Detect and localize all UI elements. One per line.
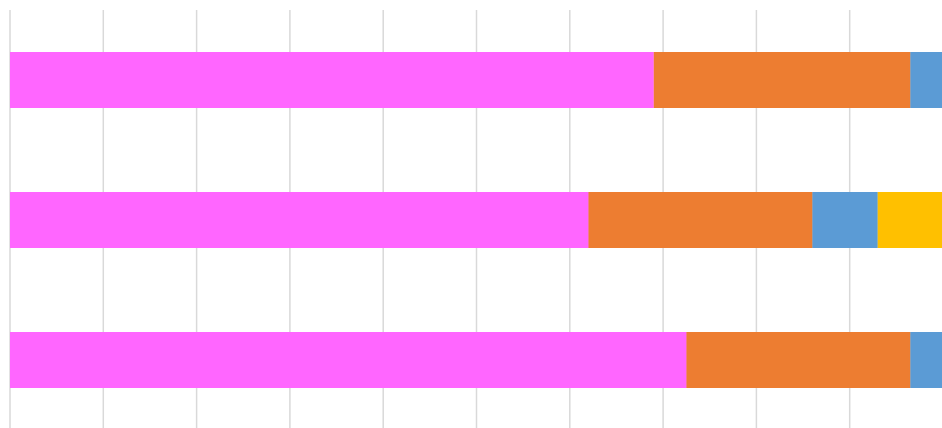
bar-segment (686, 332, 911, 388)
bar-segment (10, 192, 589, 248)
bar-segment (910, 52, 942, 108)
bar-segment (877, 192, 942, 248)
bar-segment (653, 52, 911, 108)
bar-segment (10, 332, 687, 388)
bar-segment (812, 192, 878, 248)
bar-segment (910, 332, 942, 388)
bar-segment (10, 52, 654, 108)
bar-series (10, 52, 942, 388)
bar-segment (588, 192, 813, 248)
